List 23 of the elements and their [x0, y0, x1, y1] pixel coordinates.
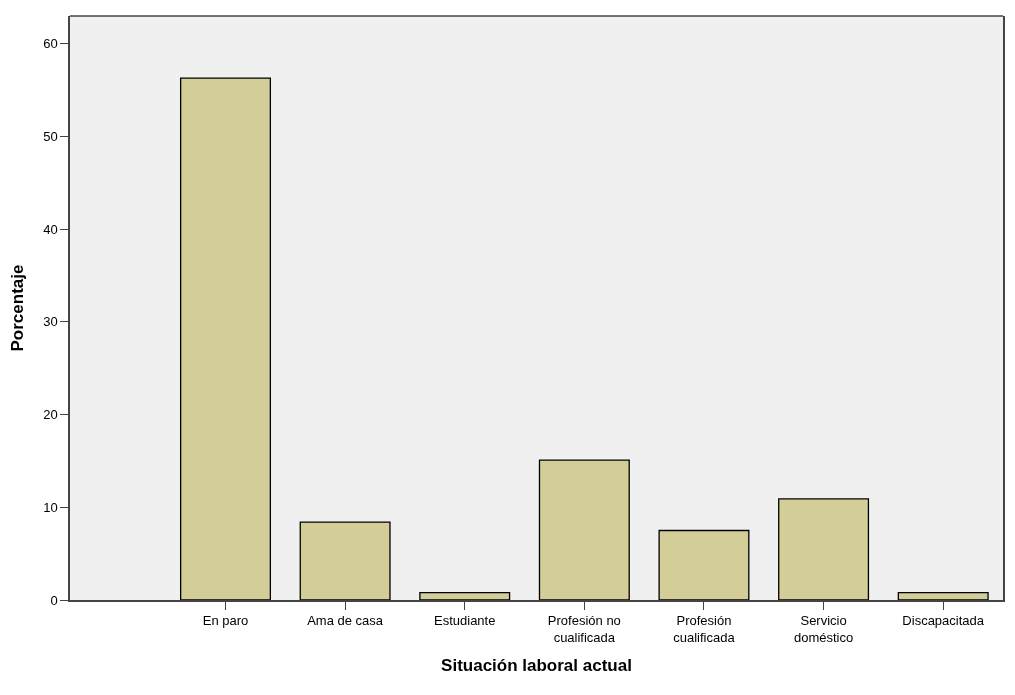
x-axis-title: Situación laboral actual — [441, 656, 632, 676]
y-tick-label: 30 — [43, 314, 58, 330]
bar — [538, 459, 630, 600]
x-tick-label: Profesión no cualificada — [547, 613, 621, 646]
bar — [658, 529, 750, 600]
y-axis-title: Porcentaje — [8, 264, 28, 352]
y-tick-label: 20 — [43, 407, 58, 423]
bar — [299, 521, 391, 600]
bar — [897, 591, 989, 600]
x-tick-label: En paro — [202, 613, 249, 629]
y-tick-label: 40 — [43, 221, 58, 237]
x-tick-label: Discapacitada — [902, 613, 985, 629]
x-tick-label: Servicio doméstico — [793, 613, 854, 646]
bar — [179, 77, 272, 600]
x-tick-label: Estudiante — [434, 613, 496, 629]
y-tick-label: 60 — [43, 36, 58, 52]
y-tick-label: 50 — [43, 129, 58, 145]
x-tick-label: Profesión cualificada — [673, 613, 736, 646]
y-tick-label: 10 — [43, 499, 58, 515]
bar — [419, 591, 511, 600]
bar — [778, 498, 870, 600]
x-tick-label: Ama de casa — [307, 613, 384, 629]
y-tick-label: 0 — [50, 592, 58, 608]
